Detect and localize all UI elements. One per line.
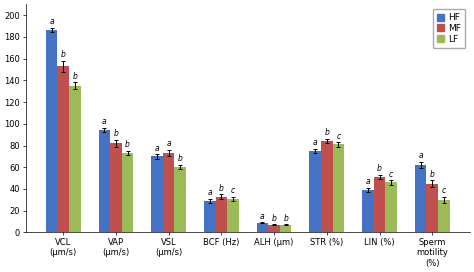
Bar xyxy=(99,130,110,233)
Text: a: a xyxy=(313,138,318,147)
Bar xyxy=(204,201,216,233)
Bar xyxy=(151,156,163,233)
Text: b: b xyxy=(113,129,118,138)
Bar xyxy=(427,184,438,233)
Bar xyxy=(415,165,427,233)
Bar xyxy=(268,225,280,233)
Bar xyxy=(280,225,292,233)
Legend: HF, MF, LF: HF, MF, LF xyxy=(433,9,465,48)
Bar xyxy=(57,66,69,233)
Text: c: c xyxy=(389,170,393,179)
Text: a: a xyxy=(155,144,159,153)
Text: b: b xyxy=(125,140,130,149)
Bar xyxy=(216,197,227,233)
Bar xyxy=(122,153,133,233)
Bar xyxy=(333,144,344,233)
Text: a: a xyxy=(102,118,107,126)
Bar xyxy=(310,151,321,233)
Text: a: a xyxy=(365,177,370,186)
Text: b: b xyxy=(430,170,435,179)
Text: b: b xyxy=(324,128,329,137)
Bar xyxy=(385,183,397,233)
Text: b: b xyxy=(178,154,182,163)
Text: c: c xyxy=(442,186,446,195)
Text: a: a xyxy=(208,188,212,197)
Text: a: a xyxy=(166,139,171,148)
Bar xyxy=(227,199,239,233)
Text: b: b xyxy=(283,214,288,223)
Bar xyxy=(374,177,385,233)
Text: b: b xyxy=(377,164,382,173)
Bar xyxy=(362,190,374,233)
Bar xyxy=(110,143,122,233)
Bar xyxy=(46,30,57,233)
Text: c: c xyxy=(231,186,235,195)
Bar xyxy=(163,153,174,233)
Text: a: a xyxy=(49,17,54,26)
Bar xyxy=(321,141,333,233)
Bar xyxy=(438,200,450,233)
Text: a: a xyxy=(419,151,423,160)
Bar xyxy=(257,223,268,233)
Bar xyxy=(174,167,186,233)
Text: a: a xyxy=(260,212,265,221)
Bar xyxy=(69,86,81,233)
Text: c: c xyxy=(336,132,340,141)
Text: b: b xyxy=(272,214,276,223)
Text: b: b xyxy=(61,50,65,59)
Text: b: b xyxy=(73,72,77,81)
Text: b: b xyxy=(219,184,224,193)
